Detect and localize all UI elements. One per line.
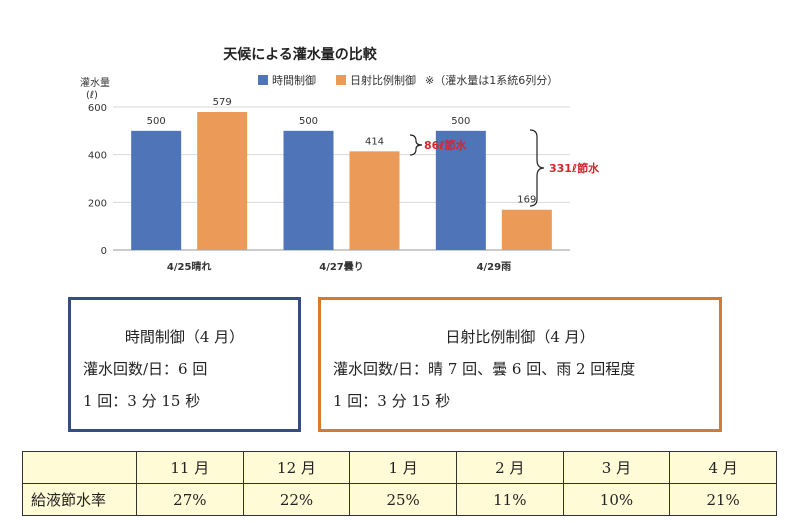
- y-tick-label: 0: [101, 246, 107, 257]
- data-label: 579: [213, 97, 232, 108]
- data-label: 500: [299, 116, 318, 127]
- time-control-duration: 1 回：3 分 15 秒: [83, 392, 201, 410]
- data-label: 500: [147, 116, 166, 127]
- time-control-count: 灌水回数/日：6 回: [83, 360, 208, 378]
- legend-label-time: 時間制御: [272, 73, 316, 87]
- table-corner-cell: [22, 451, 137, 484]
- bar: [197, 112, 248, 250]
- savings-annotations: 86ℓ節水 331ℓ節水: [409, 129, 600, 207]
- solar-control-box: 日射比例制御（4 月） 灌水回数/日：晴 7 回、曇 6 回、雨 2 回程度 1…: [318, 297, 722, 432]
- y-axis-label: 灌水量: [80, 77, 110, 89]
- x-tick-label: 4/25晴れ: [167, 260, 212, 273]
- bar: [435, 130, 486, 250]
- legend-swatch-solar: [336, 75, 346, 85]
- bar-chart: 天候による灌水量の比較 灌水量 (ℓ) 0 200 400 600 4/25晴れ 500…: [80, 46, 600, 273]
- solar-control-duration: 1 回：3 分 15 秒: [333, 392, 451, 410]
- month-header: 3 月: [562, 451, 671, 484]
- rate-cell: 25%: [349, 483, 457, 516]
- bar: [349, 151, 400, 250]
- x-tick-label: 4/27曇り: [319, 260, 364, 273]
- savings-rate-table: 11 月 12 月 1 月 2 月 3 月 4 月 給液節水率 27% 22% …: [22, 451, 777, 516]
- bar: [131, 130, 182, 250]
- x-tick-label: 4/29雨: [477, 261, 512, 273]
- month-header: 1 月: [349, 451, 457, 484]
- rate-cell: 27%: [136, 483, 244, 516]
- y-tick-label: 200: [88, 198, 107, 209]
- month-header: 4 月: [669, 451, 777, 484]
- rate-cell: 10%: [562, 483, 671, 516]
- time-control-title: 時間制御（4 月）: [124, 328, 245, 346]
- bar: [501, 209, 552, 250]
- table-header-row: 11 月 12 月 1 月 2 月 3 月 4 月: [22, 451, 777, 484]
- time-control-box: 時間制御（4 月） 灌水回数/日：6 回 1 回：3 分 15 秒: [68, 297, 301, 432]
- legend-note: ※（灌水量は1系統6列分）: [425, 73, 558, 87]
- month-header: 11 月: [136, 451, 244, 484]
- legend-label-solar: 日射比例制御: [350, 73, 416, 87]
- annotation-86: 86ℓ節水: [424, 138, 467, 152]
- month-header: 12 月: [242, 451, 351, 484]
- rate-cell: 21%: [669, 483, 777, 516]
- bar: [283, 130, 334, 250]
- data-label: 169: [517, 195, 536, 206]
- legend: 時間制御 日射比例制御 ※（灌水量は1系統6列分）: [258, 73, 558, 87]
- y-axis-unit: (ℓ): [86, 90, 98, 101]
- data-label: 500: [451, 116, 470, 127]
- month-header: 2 月: [455, 451, 564, 484]
- table-row: 給液節水率 27% 22% 25% 11% 10% 21%: [22, 483, 777, 516]
- rate-cell: 11%: [455, 483, 564, 516]
- bracket-86: [409, 134, 423, 156]
- y-tick-label: 400: [88, 151, 107, 162]
- data-label: 414: [365, 136, 384, 147]
- legend-swatch-time: [258, 75, 268, 85]
- solar-control-count: 灌水回数/日：晴 7 回、曇 6 回、雨 2 回程度: [333, 360, 636, 378]
- bracket-331: [529, 129, 545, 207]
- gridlines: 0 200 400 600: [88, 103, 570, 257]
- row-label: 給液節水率: [22, 483, 137, 516]
- y-tick-label: 600: [88, 103, 107, 114]
- solar-control-title: 日射比例制御（4 月）: [445, 328, 595, 346]
- bars: 4/25晴れ 500 579 4/27曇り 500 414 4/29雨 500 169: [131, 97, 552, 273]
- annotation-331: 331ℓ節水: [549, 161, 600, 175]
- rate-cell: 22%: [242, 483, 351, 516]
- chart-title: 天候による灌水量の比較: [223, 46, 378, 63]
